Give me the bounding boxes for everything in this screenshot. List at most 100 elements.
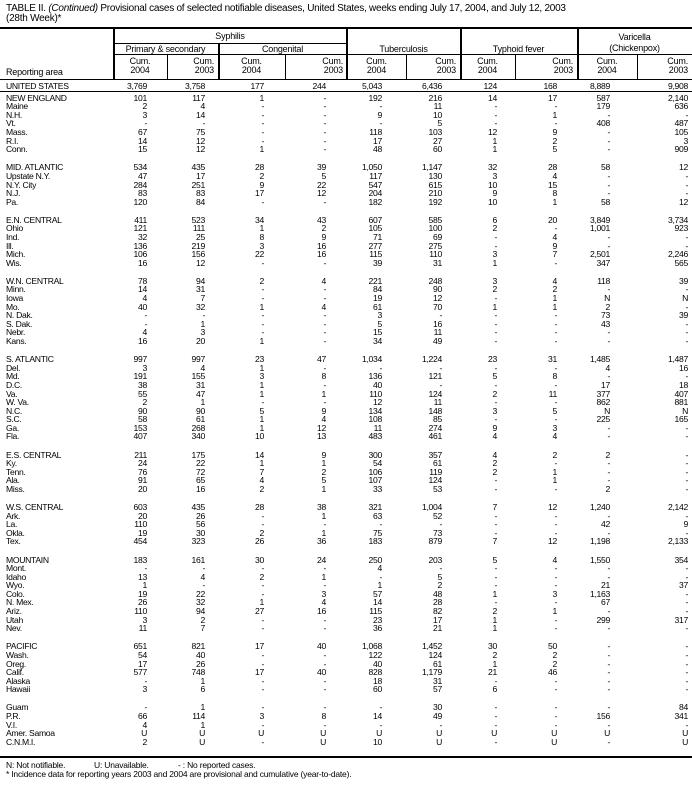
table-cell: - [607, 641, 610, 652]
table-cell: 11 [548, 388, 558, 399]
table-cell: - [261, 510, 264, 521]
table-cell: 27 [433, 135, 442, 146]
table-cell: - [261, 719, 264, 730]
header-chickenpox: (Chickenpox) [609, 43, 660, 53]
table-cell: - [607, 606, 610, 617]
table-cell: 39 [679, 310, 688, 321]
table-cell: 118 [369, 127, 382, 138]
table-cell: 16 [317, 249, 326, 260]
table-cell: 61 [433, 658, 442, 669]
table-cell: 73 [601, 310, 610, 321]
table-cell: 70 [433, 301, 442, 312]
table-cell: 7 [492, 502, 498, 513]
table-cell: 862 [596, 397, 611, 408]
table-cell: 2 [492, 388, 498, 399]
table-cell: 177 [250, 81, 265, 91]
table-row: Kans. 16 20 1 - 34 49 - - - - [0, 337, 692, 346]
total-row: UNITED STATES 3,769 3,758 177 244 5,043 6,436 1… [0, 82, 692, 91]
table-cell: - [323, 284, 326, 295]
table-cell: 18 [679, 379, 688, 390]
table-row: Okla. 19 30 2 1 75 73 - - - - [0, 529, 692, 538]
table-cell: 4 [552, 275, 558, 286]
table-cell: 2 [552, 284, 558, 295]
table-cell: - [607, 135, 610, 146]
table-cell: - [607, 188, 610, 199]
table-cell: - [554, 118, 557, 129]
reporting-area-label: W. Va. [6, 397, 29, 408]
table-cell: - [261, 563, 264, 574]
table-cell: 25 [196, 232, 205, 242]
reporting-area-label: Minn. [6, 284, 26, 295]
table-cell: 22 [196, 588, 205, 599]
table-cell: 56 [196, 519, 205, 530]
table-cell: - [323, 118, 326, 129]
table-cell: 12 [679, 162, 688, 173]
table-row: Va. 55 47 1 1 110 124 2 11 377 407 [0, 388, 692, 399]
table-cell: - [607, 232, 610, 242]
table-cell: 165 [674, 414, 689, 425]
table-cell: 60 [373, 684, 382, 695]
table-cell: 54 [138, 649, 147, 660]
table-row: Utah 3 2 - - 23 17 1 - 299 317 [0, 616, 692, 625]
table-cell: 124 [483, 81, 498, 91]
table-cell: 20 [196, 336, 205, 347]
table-cell: - [323, 649, 326, 660]
table-cell: 8 [552, 188, 558, 199]
reporting-area-label: Kans. [6, 336, 27, 347]
table-cell: 1 [552, 293, 558, 304]
header-divider [113, 43, 347, 44]
table-cell: 23 [255, 354, 264, 365]
table-cell: 179 [596, 101, 611, 112]
table-cell: 407 [674, 388, 689, 399]
table-row: R.I. 14 12- -17 27 1 2-3 [0, 137, 692, 146]
table-cell: 4 [200, 362, 206, 373]
table-cell: 17 [373, 135, 382, 146]
reporting-area-label: Idaho [6, 571, 27, 582]
table-cell: 110 [134, 606, 147, 617]
reporting-area-label: MID. ATLANTIC [6, 162, 64, 173]
table-cell: 119 [429, 466, 442, 477]
table-cell: 12 [548, 502, 557, 513]
table-cell: - [261, 649, 264, 660]
header-year: 2003 [668, 65, 688, 75]
header-divider [577, 28, 579, 79]
header-cum: Cum. [435, 56, 456, 66]
reporting-area-label: Wis. [6, 257, 22, 268]
table-cell: - [685, 179, 688, 190]
table-cell: 4 [605, 362, 611, 373]
table-cell: 13 [317, 431, 326, 442]
table-cell: - [379, 118, 382, 129]
table-cell: - [494, 597, 497, 608]
table-cell: - [261, 310, 264, 321]
table-cell: - [261, 702, 264, 713]
table-cell: 10 [373, 736, 382, 747]
table-cell: 1 [259, 422, 265, 433]
table-row: Mass. 67 75 - - 118 103 12 9 - 105 [0, 128, 692, 137]
table-cell: - [607, 684, 610, 695]
footnote-n: N: Not notifiable. [6, 760, 66, 770]
table-cell: 1,240 [589, 502, 610, 513]
table-cell: - [494, 519, 497, 530]
table-cell: 47 [138, 170, 147, 181]
table-cell: 341 [674, 711, 689, 721]
reporting-area-label: Wash. [6, 649, 29, 660]
table-cell: 2 [552, 658, 558, 669]
table-cell: 156 [596, 711, 611, 721]
table-cell: 40 [373, 379, 382, 390]
header-cum: Cum. [193, 56, 214, 66]
reporting-area-label: Maine [6, 101, 28, 112]
table-cell: 748 [191, 667, 206, 678]
table-cell: 1 [492, 614, 498, 625]
table-cell: 94 [196, 606, 205, 617]
header-divider [113, 54, 692, 55]
table-cell: 8 [552, 371, 558, 382]
table-row: N.J. 83 83 17 12 204 210 9 8 - - [0, 189, 692, 198]
table-cell: - [323, 702, 326, 713]
table-cell: 7 [492, 536, 498, 547]
table-cell: 10 [255, 431, 264, 442]
table-cell: 100 [428, 223, 443, 234]
header-divider [460, 28, 462, 79]
table-cell: 1 [321, 527, 327, 538]
header-cum: Cum. [552, 56, 573, 66]
table-cell: - [554, 623, 557, 634]
